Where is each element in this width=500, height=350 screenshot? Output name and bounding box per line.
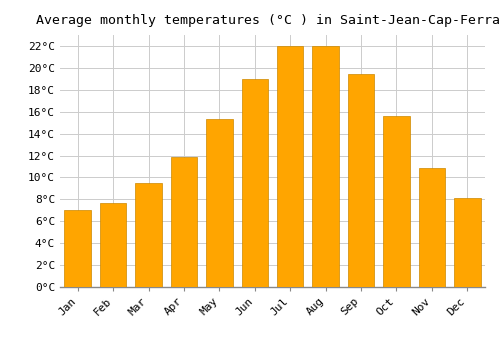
Bar — [418, 168, 445, 287]
Bar — [170, 156, 197, 287]
Bar — [454, 198, 480, 287]
Title: Average monthly temperatures (°C ) in Saint-Jean-Cap-Ferrat: Average monthly temperatures (°C ) in Sa… — [36, 14, 500, 27]
Bar — [206, 119, 233, 287]
Bar — [100, 203, 126, 287]
Bar — [383, 116, 409, 287]
Bar — [348, 75, 374, 287]
Bar — [242, 79, 268, 287]
Bar — [64, 210, 91, 287]
Bar — [136, 183, 162, 287]
Bar — [312, 46, 339, 287]
Bar — [277, 46, 303, 287]
